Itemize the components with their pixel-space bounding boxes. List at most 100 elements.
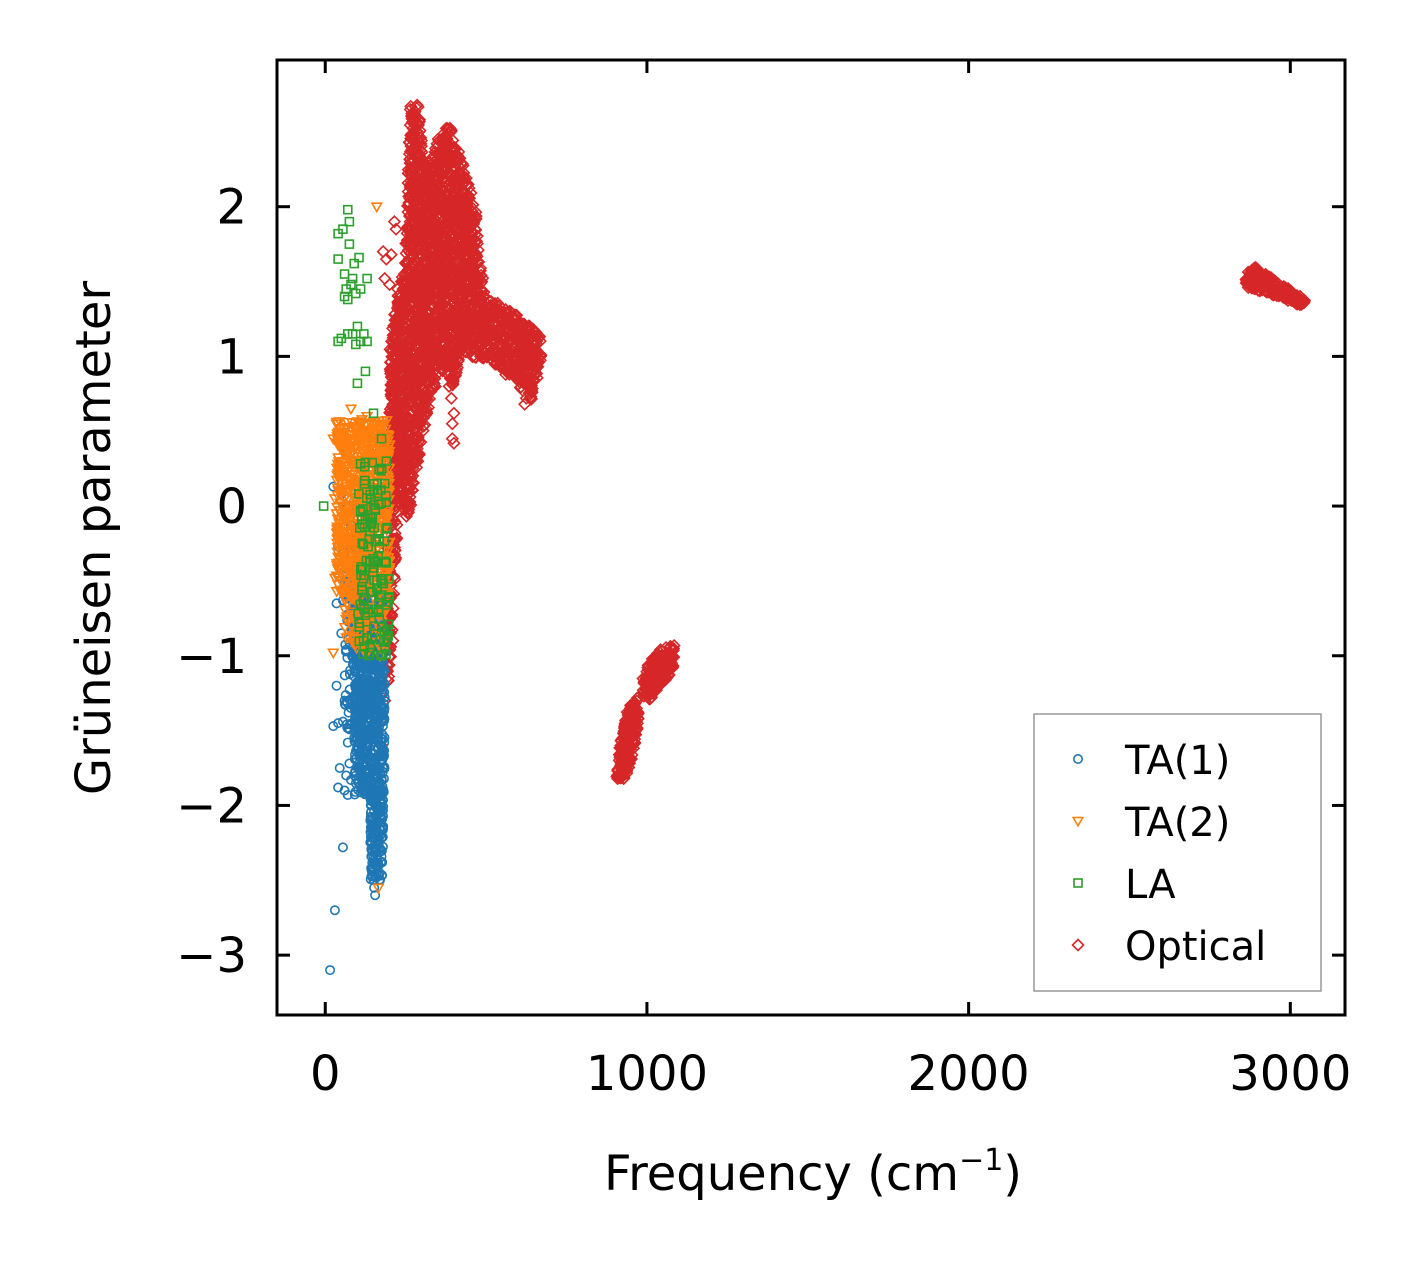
- data-point-optical: [428, 145, 442, 159]
- data-point-ta-1-: [360, 703, 371, 714]
- data-point-optical: [445, 432, 459, 446]
- data-point-optical: [490, 352, 505, 366]
- data-point-ta-1-: [371, 785, 382, 796]
- data-point-optical: [427, 353, 442, 367]
- data-point-optical: [627, 735, 642, 750]
- data-point-optical: [480, 319, 494, 333]
- data-point-optical: [445, 378, 460, 392]
- data-point-optical: [415, 216, 429, 230]
- data-point-optical: [664, 651, 678, 666]
- data-point-optical: [435, 190, 449, 205]
- data-point-optical: [410, 292, 424, 307]
- data-point-optical: [430, 173, 444, 187]
- data-point-ta-1-: [363, 734, 374, 745]
- data-point-optical: [470, 269, 484, 283]
- data-point-ta-1-: [337, 842, 348, 853]
- data-point-optical: [433, 210, 448, 224]
- data-point-optical: [494, 304, 508, 319]
- data-point-optical: [651, 678, 665, 692]
- data-point-optical: [662, 655, 676, 670]
- data-point-optical: [1269, 286, 1283, 300]
- data-point-ta-1-: [337, 716, 348, 727]
- data-point-optical: [435, 295, 449, 309]
- data-point-ta-1-: [361, 697, 372, 708]
- data-point-ta-2-: [362, 436, 376, 448]
- data-point-optical: [405, 107, 419, 121]
- data-point-optical: [408, 439, 422, 453]
- data-point-optical: [444, 257, 458, 271]
- data-point-optical: [406, 177, 420, 191]
- data-point-optical: [1268, 274, 1282, 288]
- data-point-optical: [455, 177, 470, 191]
- data-point-optical: [427, 379, 442, 393]
- data-point-optical: [406, 352, 420, 366]
- data-point-optical: [444, 125, 458, 139]
- data-point-ta-1-: [357, 783, 368, 794]
- data-point-ta-1-: [344, 724, 355, 735]
- data-point-optical: [428, 198, 442, 212]
- data-point-ta-1-: [345, 774, 356, 785]
- data-point-ta-1-: [379, 702, 390, 713]
- data-point-ta-1-: [356, 741, 367, 752]
- data-point-optical: [446, 141, 461, 155]
- data-point-ta-1-: [331, 680, 342, 691]
- data-point-optical: [473, 291, 488, 306]
- data-point-optical: [401, 370, 415, 385]
- data-point-ta-1-: [373, 830, 384, 841]
- data-point-optical: [419, 156, 433, 171]
- data-point-ta-1-: [339, 670, 350, 681]
- data-point-optical: [455, 200, 469, 214]
- data-point-optical: [504, 326, 518, 340]
- data-point-optical: [403, 427, 417, 441]
- data-point-optical: [391, 282, 405, 296]
- data-point-ta-1-: [373, 860, 384, 871]
- data-point-optical: [627, 698, 641, 712]
- data-point-optical: [426, 244, 441, 258]
- data-point-optical: [390, 325, 404, 339]
- data-point-optical: [409, 172, 423, 186]
- data-point-optical: [433, 133, 448, 147]
- data-point-ta-1-: [352, 740, 363, 751]
- data-point-optical: [638, 687, 652, 701]
- data-point-optical: [402, 339, 417, 353]
- data-point-optical: [401, 205, 415, 219]
- data-point-optical: [465, 246, 479, 260]
- data-point-ta-1-: [351, 700, 362, 711]
- data-point-optical: [402, 189, 416, 204]
- data-point-optical: [619, 746, 633, 760]
- data-point-optical: [429, 161, 443, 175]
- data-point-optical: [403, 152, 417, 166]
- data-point-optical: [642, 682, 656, 697]
- data-point-ta-1-: [362, 740, 373, 751]
- data-point-optical: [1289, 295, 1303, 309]
- data-point-ta-1-: [372, 807, 383, 818]
- data-point-ta-1-: [377, 794, 388, 805]
- data-point-optical: [474, 283, 488, 297]
- data-point-optical: [389, 460, 403, 475]
- data-point-optical: [404, 109, 419, 123]
- data-point-optical: [411, 429, 425, 444]
- data-point-optical: [401, 264, 416, 278]
- data-point-optical: [1266, 284, 1280, 298]
- data-point-optical: [513, 380, 527, 395]
- data-point-optical: [414, 275, 428, 290]
- data-point-optical: [1248, 262, 1262, 276]
- data-point-optical: [464, 207, 478, 222]
- data-point-optical: [387, 406, 401, 420]
- data-point-optical: [614, 771, 628, 785]
- data-point-optical: [448, 160, 462, 175]
- data-point-ta-1-: [342, 789, 353, 800]
- data-point-optical: [438, 129, 452, 144]
- data-point-ta-1-: [350, 718, 361, 729]
- data-point-optical: [463, 310, 477, 324]
- data-point-optical: [387, 215, 402, 229]
- data-point-optical: [443, 359, 457, 374]
- data-point-optical: [443, 367, 457, 381]
- data-point-optical: [424, 234, 438, 248]
- data-point-optical: [391, 430, 406, 444]
- data-point-ta-1-: [378, 811, 389, 822]
- data-point-optical: [660, 661, 675, 675]
- data-point-optical: [409, 124, 424, 138]
- data-point-optical: [439, 281, 453, 296]
- data-point-optical: [451, 165, 465, 180]
